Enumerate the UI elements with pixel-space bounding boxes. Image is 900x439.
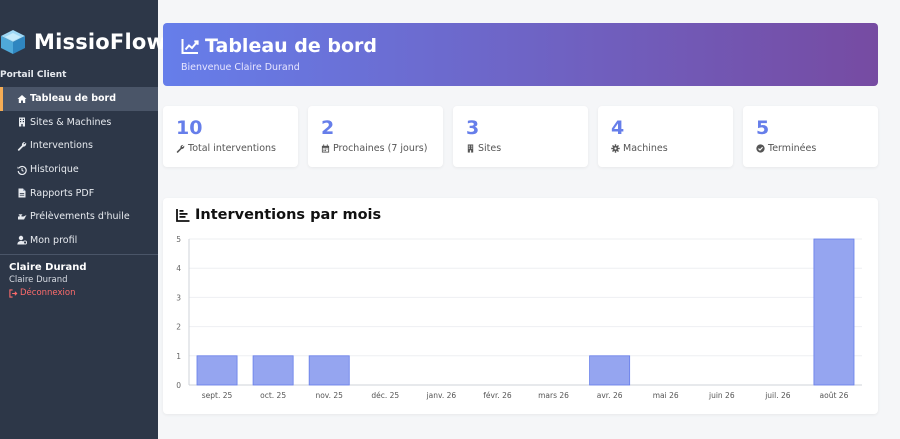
user-cog-icon <box>16 235 27 246</box>
brand-name: MissioFlow <box>34 30 167 54</box>
building-icon <box>467 144 474 153</box>
sidebar-divider <box>0 254 158 255</box>
chart-line-icon <box>181 39 199 54</box>
stat-label: Total interventions <box>188 143 276 154</box>
stat-value: 10 <box>176 117 203 139</box>
y-tick-label: 4 <box>176 264 181 273</box>
stat-value: 3 <box>466 117 480 139</box>
home-icon <box>16 93 27 104</box>
sidebar-item-sites-machines[interactable]: Sites & Machines <box>0 111 158 135</box>
sidebar-item-label: Rapports PDF <box>30 187 95 199</box>
stat-label-row: Sites <box>466 143 501 154</box>
sidebar-item-my-profile[interactable]: Mon profil <box>0 229 158 253</box>
sidebar-item-label: Historique <box>30 164 79 176</box>
stat-label: Terminées <box>768 143 817 154</box>
welcome-message: Bienvenue Claire Durand <box>181 62 300 73</box>
y-tick-label: 0 <box>176 381 181 390</box>
page-header: Tableau de bord Bienvenue Claire Durand <box>163 23 878 86</box>
x-tick-label: sept. 25 <box>202 391 233 400</box>
sidebar-item-label: Sites & Machines <box>30 116 112 128</box>
wrench-icon <box>176 144 185 153</box>
logout-link[interactable]: Déconnexion <box>9 288 75 298</box>
x-tick-label: nov. 25 <box>315 391 343 400</box>
stat-value: 2 <box>321 117 335 139</box>
x-tick-label: mars 26 <box>538 391 569 400</box>
building-icon <box>16 117 27 128</box>
bar <box>589 355 631 386</box>
x-tick-label: juil. 26 <box>764 391 791 400</box>
sidebar-item-label: Tableau de bord <box>30 93 117 105</box>
gear-icon <box>611 144 620 153</box>
x-tick-label: avr. 26 <box>597 391 623 400</box>
x-tick-label: févr. 26 <box>483 391 512 400</box>
file-pdf-icon <box>16 188 27 199</box>
page-title-row: Tableau de bord <box>181 35 377 57</box>
stat-label: Sites <box>478 143 502 154</box>
cube-icon <box>1 30 25 54</box>
sidebar-item-dashboard[interactable]: Tableau de bord <box>0 87 158 111</box>
history-icon <box>16 164 27 175</box>
stat-label-row: Prochaines (7 jours) <box>321 143 427 154</box>
x-tick-label: déc. 25 <box>371 391 399 400</box>
stat-card-total-interventions: 10 Total interventions <box>163 106 298 167</box>
user-subtitle: Claire Durand <box>9 275 68 285</box>
sidebar-item-label: Interventions <box>30 140 93 152</box>
x-tick-label: janv. 26 <box>426 391 457 400</box>
stat-label-row: Machines <box>611 143 668 154</box>
stat-label-row: Total interventions <box>176 143 276 154</box>
y-tick-label: 2 <box>176 323 181 332</box>
stat-value: 5 <box>756 117 770 139</box>
sign-out-icon <box>9 288 18 298</box>
stat-label: Machines <box>623 143 668 154</box>
stat-label-row: Terminées <box>756 143 816 154</box>
sidebar-nav: Tableau de bord Sites & Machines Interve… <box>0 87 158 252</box>
y-tick-label: 1 <box>176 352 181 361</box>
chart-title: Interventions par mois <box>195 207 382 223</box>
x-tick-label: oct. 25 <box>260 391 286 400</box>
calendar-icon <box>321 144 330 153</box>
sidebar-item-interventions[interactable]: Interventions <box>0 134 158 158</box>
y-tick-label: 5 <box>176 235 181 244</box>
stat-card-sites: 3 Sites <box>453 106 588 167</box>
sidebar-section-label: Portail Client <box>0 70 67 80</box>
bar <box>252 355 294 386</box>
chart-bar-icon <box>176 209 190 222</box>
wrench-icon <box>16 140 27 151</box>
stat-label: Prochaines (7 jours) <box>333 143 428 154</box>
logout-label: Déconnexion <box>20 288 76 298</box>
x-tick-label: juin 26 <box>708 391 735 400</box>
sidebar: MissioFlow Portail Client Tableau de bor… <box>0 0 166 439</box>
chart-card: Interventions par mois 0 1 2 3 4 5 sept. 25 oct… <box>163 198 878 414</box>
brand[interactable]: MissioFlow <box>0 28 166 56</box>
check-circle-icon <box>756 144 765 153</box>
page-title: Tableau de bord <box>205 35 378 57</box>
stat-card-completed: 5 Terminées <box>743 106 878 167</box>
x-tick-label: mai 26 <box>653 391 679 400</box>
bar-chart: 0 1 2 3 4 5 sept. 25 oct. 25 nov. 25 déc. 25 janv.… <box>176 235 862 400</box>
stat-card-machines: 4 Machines <box>598 106 733 167</box>
sidebar-item-history[interactable]: Historique <box>0 158 158 182</box>
sidebar-item-oil-samples[interactable]: Prélèvements d'huile <box>0 205 158 229</box>
oil-can-icon <box>16 211 27 222</box>
sidebar-item-label: Mon profil <box>30 234 78 246</box>
stat-value: 4 <box>611 117 625 139</box>
chart-title-row: Interventions par mois <box>176 207 381 223</box>
bar <box>196 355 238 386</box>
sidebar-item-label: Prélèvements d'huile <box>30 211 130 223</box>
stat-card-upcoming: 2 Prochaines (7 jours) <box>308 106 443 167</box>
bar <box>308 355 350 386</box>
bar <box>813 238 855 386</box>
user-name: Claire Durand <box>9 262 87 273</box>
x-tick-label: août 26 <box>820 391 849 400</box>
sidebar-item-reports-pdf[interactable]: Rapports PDF <box>0 181 158 205</box>
y-tick-label: 3 <box>176 293 181 302</box>
